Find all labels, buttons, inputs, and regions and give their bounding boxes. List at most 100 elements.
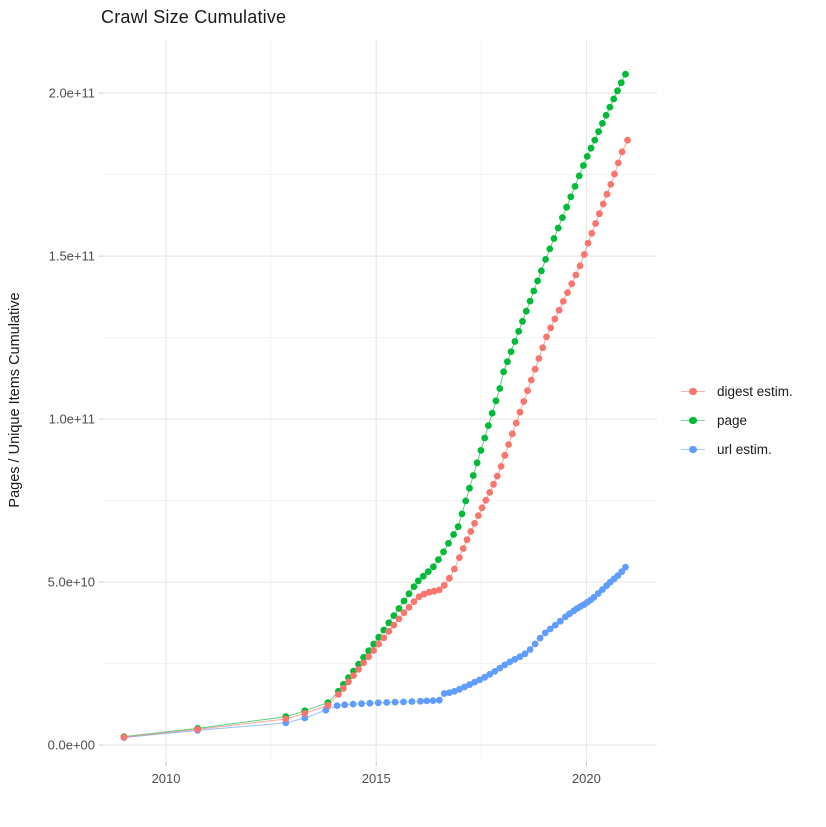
y-tick-label: 0.0e+00 — [48, 738, 95, 753]
data-point-digest-estim — [527, 376, 535, 384]
data-point-page — [419, 572, 427, 580]
data-point-digest-estim — [516, 408, 524, 416]
data-point-page — [559, 214, 566, 222]
data-point-url-estim — [456, 685, 463, 693]
data-point-page — [492, 397, 500, 405]
data-point-digest-estim — [599, 200, 607, 208]
data-point-digest-estim — [580, 251, 588, 258]
data-point-digest-estim — [440, 581, 448, 589]
data-point-page — [375, 633, 383, 641]
data-point-page — [473, 459, 481, 467]
data-point-page — [360, 654, 367, 661]
data-point-digest-estim — [385, 627, 393, 635]
data-point-page — [485, 422, 492, 429]
data-point-url-estim — [358, 700, 365, 708]
data-point-digest-estim — [340, 684, 347, 692]
series-line-page — [123, 73, 626, 738]
data-point-digest-estim — [486, 489, 494, 496]
data-point-digest-estim — [194, 726, 202, 733]
data-point-url-estim — [506, 658, 514, 666]
data-point-digest-estim — [390, 621, 398, 629]
data-point-url-estim — [511, 655, 519, 663]
data-point-digest-estim — [459, 545, 467, 552]
data-point-page — [488, 409, 496, 417]
data-point-digest-estim — [420, 590, 428, 598]
data-point-digest-estim — [603, 190, 611, 198]
data-point-url-estim — [435, 696, 443, 704]
data-point-page — [538, 267, 545, 275]
legend-label: url estim. — [717, 442, 772, 457]
data-point-digest-estim — [576, 262, 584, 270]
data-point-page — [395, 605, 403, 612]
data-point-url-estim — [408, 698, 416, 705]
data-point-digest-estim — [478, 504, 486, 512]
data-point-page — [546, 245, 554, 253]
data-point-page — [622, 70, 629, 78]
data-point-url-estim — [521, 650, 529, 658]
data-point-page — [477, 447, 485, 454]
data-point-url-estim — [349, 700, 357, 708]
data-point-page — [450, 531, 457, 538]
legend: digest estim. page url estim. — [681, 377, 793, 464]
data-point-page — [542, 256, 549, 263]
data-point-digest-estim — [360, 659, 367, 667]
x-tick-label: 2015 — [362, 771, 391, 786]
chart-title: Crawl Size Cumulative — [101, 7, 287, 27]
data-point-page — [435, 556, 442, 563]
data-point-page — [466, 484, 473, 492]
data-point-digest-estim — [564, 289, 571, 296]
data-point-url-estim — [374, 699, 382, 707]
data-point-digest-estim — [607, 181, 615, 188]
data-point-digest-estim — [614, 159, 622, 167]
data-point-digest-estim — [365, 653, 373, 661]
data-point-digest-estim — [547, 324, 555, 332]
data-point-digest-estim — [588, 229, 596, 237]
data-point-digest-estim — [584, 239, 592, 247]
data-point-page — [469, 472, 477, 479]
data-point-page — [554, 224, 562, 232]
legend-label: page — [717, 413, 748, 428]
data-point-digest-estim — [456, 554, 463, 561]
data-point-url-estim — [531, 640, 539, 648]
data-point-page — [511, 338, 519, 345]
data-point-digest-estim — [497, 463, 505, 470]
data-point-url-estim — [541, 629, 549, 637]
data-point-url-estim — [440, 690, 448, 697]
data-point-digest-estim — [446, 574, 453, 582]
data-point-page — [507, 348, 515, 355]
data-point-digest-estim — [524, 387, 531, 395]
data-point-digest-estim — [324, 701, 332, 709]
y-tick-label: 1.5e+11 — [49, 249, 95, 264]
data-point-page — [522, 307, 530, 315]
data-point-page — [610, 95, 618, 103]
legend-item-page: page — [681, 406, 793, 435]
data-point-digest-estim — [531, 365, 539, 373]
data-point-page — [575, 172, 583, 180]
data-point-page — [583, 153, 591, 160]
data-point-url-estim — [496, 664, 504, 672]
data-point-digest-estim — [415, 593, 423, 601]
data-point-url-estim — [536, 634, 544, 642]
data-point-digest-estim — [350, 672, 357, 679]
data-point-url-estim — [546, 625, 554, 633]
legend-label: digest estim. — [717, 384, 793, 399]
data-point-page — [515, 328, 523, 335]
data-point-url-estim — [366, 699, 374, 707]
data-point-page — [595, 128, 602, 136]
data-point-page — [563, 203, 570, 211]
legend-key-icon — [681, 385, 705, 399]
y-tick-label: 5.0e+10 — [48, 575, 95, 590]
data-point-digest-estim — [410, 598, 418, 605]
data-point-digest-estim — [451, 565, 458, 573]
data-point-digest-estim — [555, 306, 563, 314]
data-point-digest-estim — [520, 398, 528, 405]
data-point-page — [414, 577, 422, 585]
data-point-url-estim — [466, 681, 473, 689]
data-point-page — [602, 111, 610, 119]
data-point-url-estim — [551, 621, 559, 629]
data-point-digest-estim — [568, 280, 576, 288]
data-point-url-estim — [481, 673, 489, 681]
data-point-url-estim — [476, 676, 483, 684]
data-point-page — [550, 235, 558, 242]
data-point-digest-estim — [493, 472, 501, 480]
